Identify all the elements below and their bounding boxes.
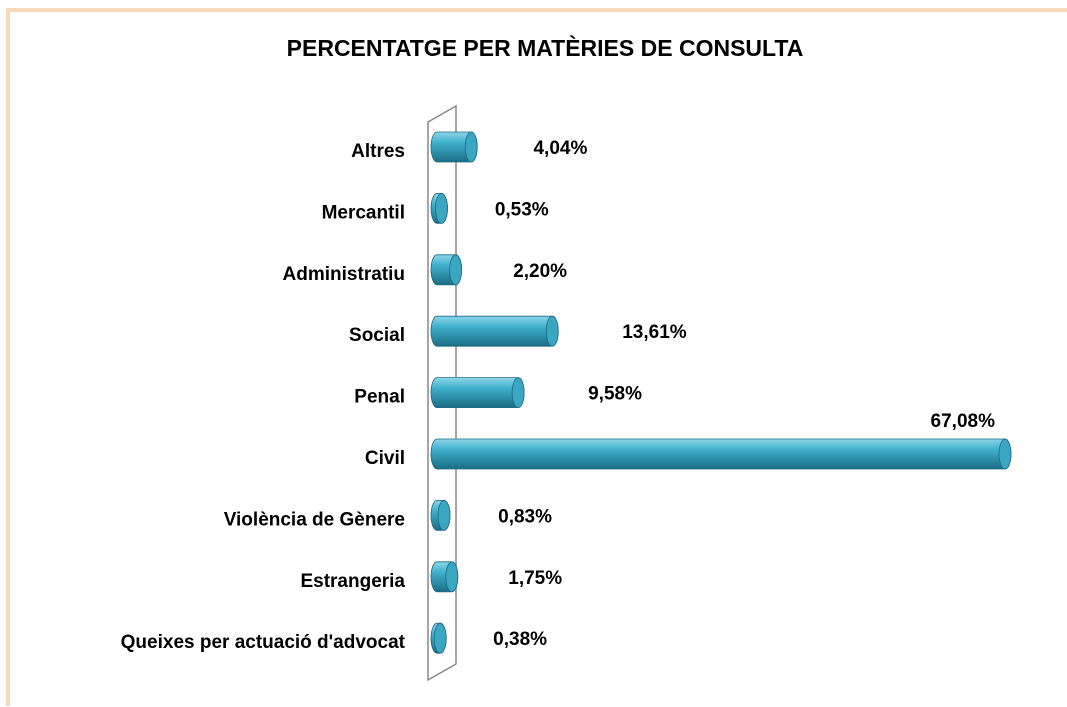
bar: [430, 377, 525, 409]
bar: [430, 438, 1012, 470]
category-label: Social: [349, 325, 405, 346]
value-label: 0,83%: [498, 506, 552, 527]
category-label: Violència de Gènere: [224, 509, 405, 530]
value-label: 4,04%: [533, 138, 587, 159]
value-label: 9,58%: [588, 384, 642, 405]
bar: [430, 131, 478, 163]
category-label: Civil: [365, 448, 405, 469]
value-label: 0,38%: [493, 629, 547, 650]
bar: [430, 192, 448, 224]
bar: [430, 561, 459, 593]
frame: [6, 8, 1067, 706]
value-label: 13,61%: [622, 322, 687, 343]
chart-title: PERCENTATGE PER MATÈRIES DE CONSULTA: [287, 34, 804, 61]
category-label: Estrangeria: [300, 571, 405, 592]
value-label: 67,08%: [931, 411, 996, 432]
bar: [430, 254, 463, 286]
category-label: Queixes per actuació d'advocat: [121, 632, 406, 653]
value-label: 0,53%: [495, 199, 549, 220]
bar: [430, 315, 559, 347]
category-label: Mercantil: [322, 202, 405, 223]
category-label: Penal: [354, 387, 405, 408]
category-label: Administratiu: [283, 264, 405, 285]
bar: [430, 500, 451, 531]
category-label: Altres: [351, 141, 405, 162]
value-label: 1,75%: [508, 568, 562, 589]
bar: [430, 622, 447, 654]
value-label: 2,20%: [513, 261, 567, 282]
